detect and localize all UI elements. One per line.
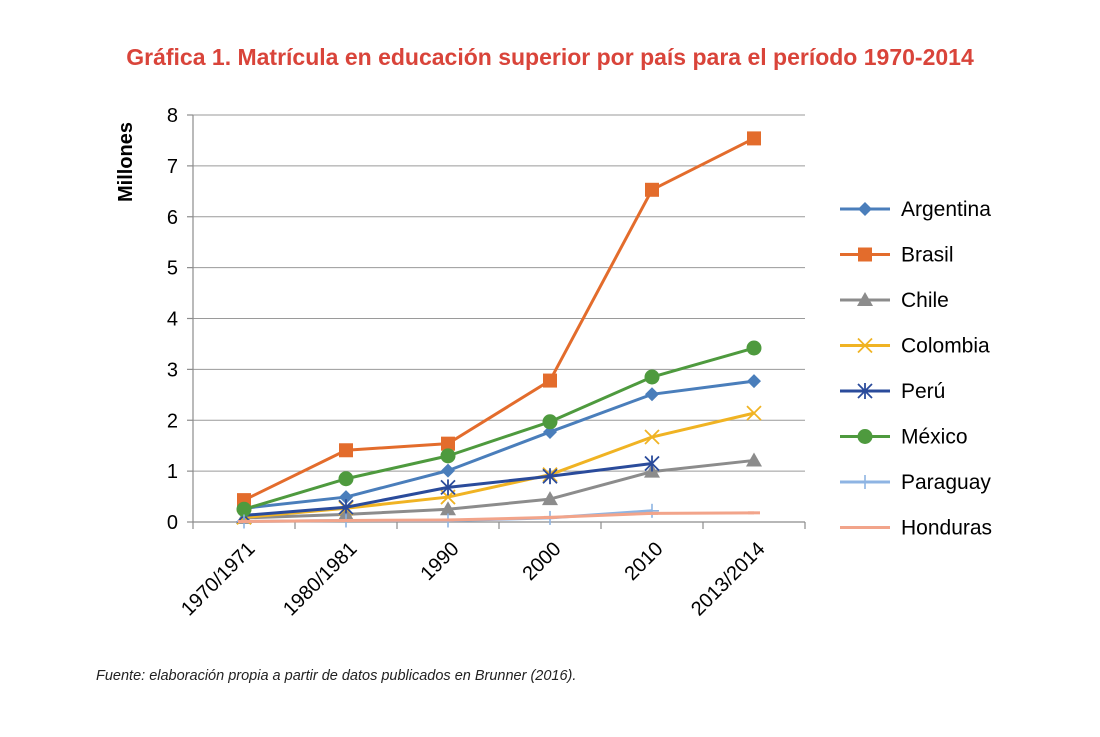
legend-label: Perú [901, 380, 945, 403]
data-point [543, 424, 557, 439]
series-line [243, 411, 755, 519]
legend-item: Honduras [840, 517, 992, 540]
series-line [243, 137, 755, 502]
data-point [645, 182, 659, 197]
legend-label: Brasil [901, 244, 954, 267]
legend-item: Brasil [840, 244, 954, 267]
legend-marker [857, 337, 873, 354]
data-point [746, 452, 762, 467]
legend-marker [858, 202, 872, 216]
legend-marker [857, 383, 873, 399]
data-point [644, 369, 660, 385]
data-point [440, 479, 456, 496]
legend-marker [857, 429, 873, 444]
series-line [243, 379, 755, 510]
data-point [339, 443, 353, 458]
data-point [746, 405, 762, 421]
data-point [236, 501, 252, 517]
data-point [338, 471, 354, 487]
legend-label: Chile [901, 289, 949, 312]
legend-item: Perú [840, 380, 945, 403]
y-tick-label: 2 [167, 410, 178, 432]
grid-lines [193, 114, 805, 472]
data-point [645, 387, 659, 402]
legend-item: Argentina [840, 198, 991, 221]
series-line [243, 458, 755, 520]
legend-label: Argentina [901, 198, 991, 221]
data-point [542, 468, 558, 485]
series-honduras [238, 511, 760, 523]
data-point [747, 131, 761, 146]
data-point [440, 448, 456, 464]
source-note: Fuente: elaboración propia a partir de d… [96, 668, 577, 684]
y-tick-label: 1 [167, 461, 178, 483]
y-tick-label: 6 [167, 207, 178, 229]
y-axis-label: Millones [115, 122, 137, 202]
legend-item: México [840, 426, 968, 449]
legend: Argentina Brasil Chile Colombia Perú México Pa… [840, 198, 992, 540]
data-point [542, 414, 558, 430]
data-point [338, 499, 354, 516]
x-tick-label: 2010 [621, 538, 668, 585]
data-point [440, 501, 456, 516]
legend-item: Chile [840, 289, 949, 312]
data-point [441, 463, 455, 478]
x-tick-label: 1970/1971 [177, 538, 259, 620]
chart-title: Gráfica 1. Matrícula en educación superi… [126, 44, 974, 70]
legend-marker [857, 292, 873, 306]
data-point [339, 490, 353, 505]
legend-marker [858, 475, 872, 489]
legend-item: Colombia [840, 335, 990, 358]
data-point [543, 373, 557, 388]
legend-item: Paraguay [840, 471, 991, 494]
data-point [542, 491, 558, 506]
legend-marker [858, 247, 872, 262]
legend-label: Paraguay [901, 471, 991, 494]
data-point [645, 503, 659, 518]
data-point [747, 374, 761, 389]
x-tick-label: 2013/2014 [687, 538, 769, 620]
x-tick-label: 1990 [417, 538, 464, 585]
series-argentina [237, 374, 761, 516]
data-point [441, 436, 455, 451]
x-tick-label: 2000 [519, 538, 566, 585]
data-point [644, 429, 660, 445]
axes: 0 1 2 3 4 5 6 7 8 1970/1971 1980/1981 1990 2000 2010 2… [167, 105, 806, 620]
y-tick-label: 5 [167, 258, 178, 280]
legend-label: Honduras [901, 517, 992, 540]
y-tick-label: 8 [167, 105, 178, 127]
series-line [243, 346, 755, 511]
x-tick-label: 1980/1981 [279, 538, 361, 620]
y-tick-label: 4 [167, 309, 178, 331]
legend-label: México [901, 426, 968, 449]
y-tick-label: 3 [167, 359, 178, 381]
y-tick-label: 0 [167, 512, 178, 534]
legend-label: Colombia [901, 335, 990, 358]
series-méxico [236, 340, 762, 517]
data-point [644, 455, 660, 472]
series-line [243, 511, 755, 523]
y-tick-label: 7 [167, 156, 178, 178]
series-lines [236, 131, 762, 529]
data-point [746, 340, 762, 356]
